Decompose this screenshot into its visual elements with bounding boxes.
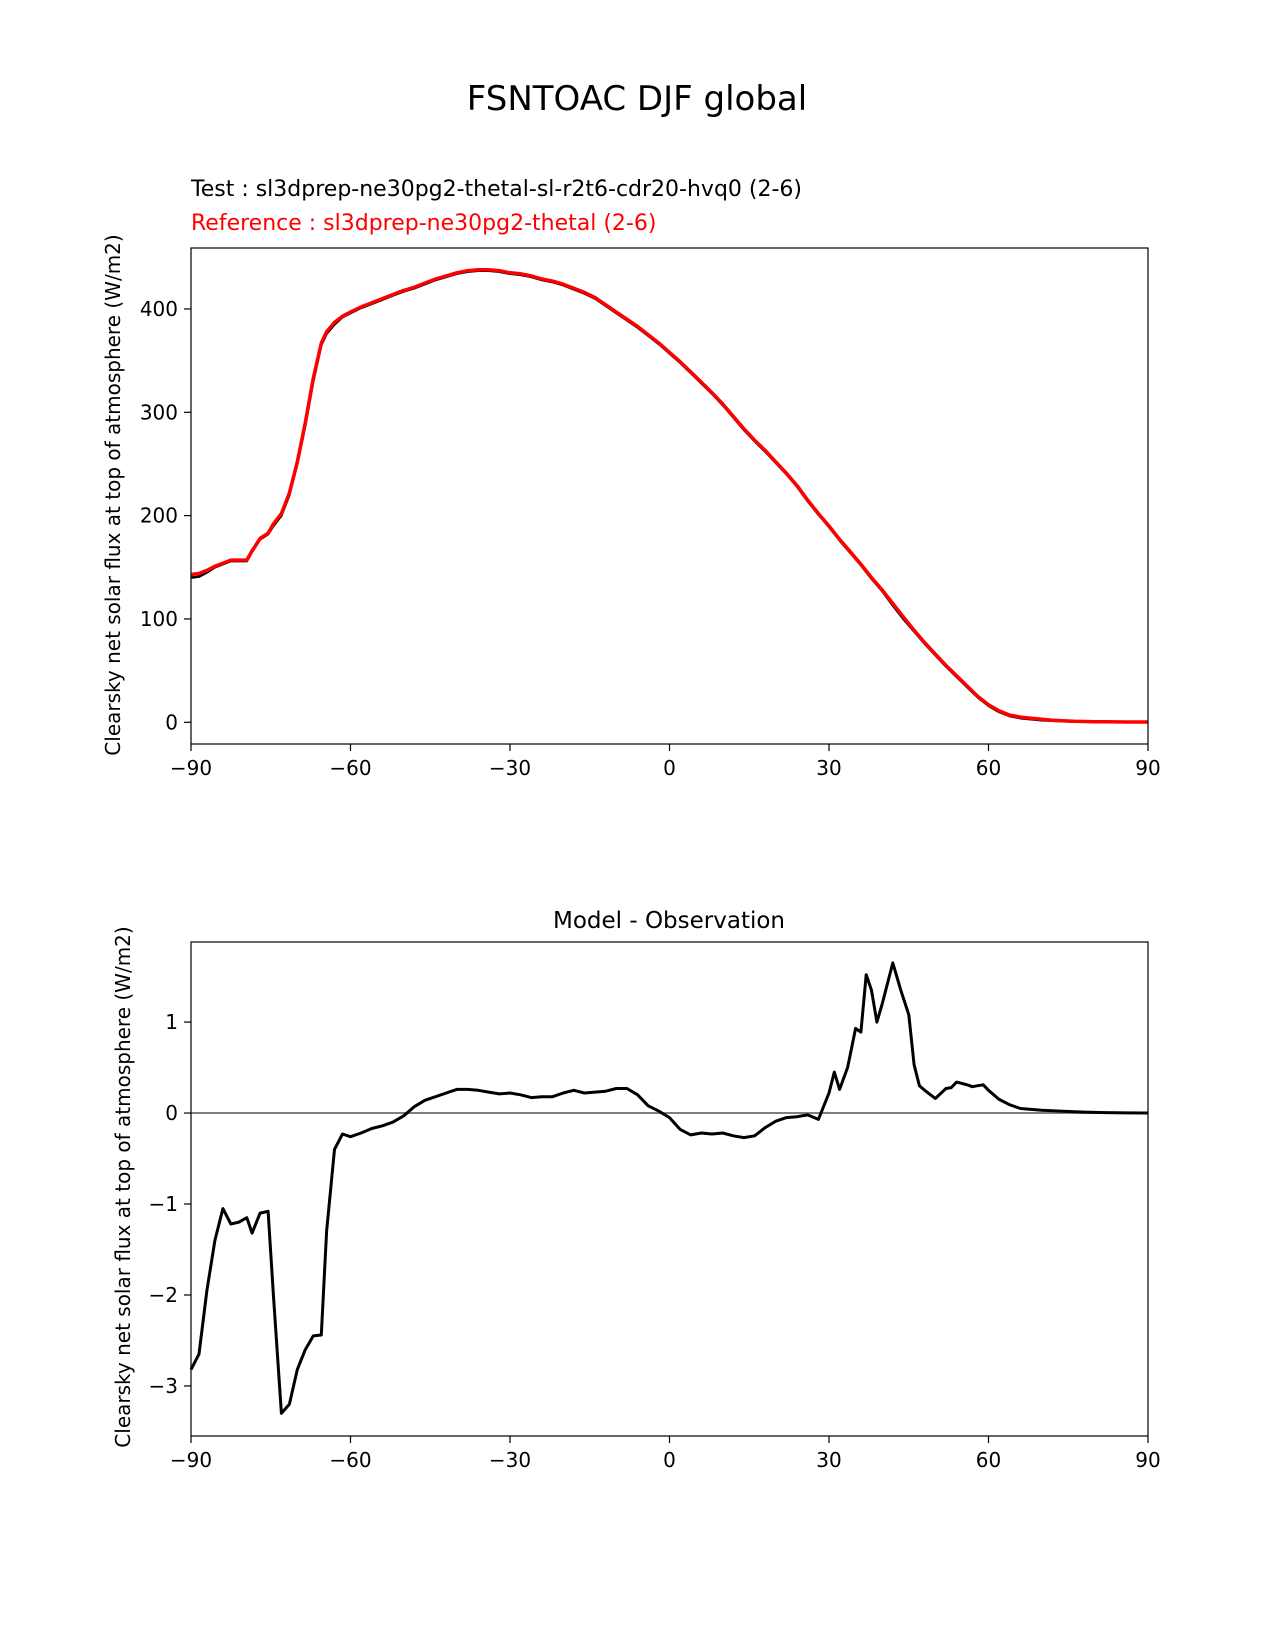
x-tick-label: 0 — [663, 1448, 676, 1472]
y-tick-label: 1 — [165, 1010, 178, 1034]
y-tick-label: 0 — [165, 710, 178, 734]
top-panel: Test : sl3dprep-ne30pg2-thetal-sl-r2t6-c… — [101, 177, 1161, 780]
x-tick-label: 30 — [816, 756, 841, 780]
y-tick-label: −2 — [149, 1283, 178, 1307]
series-line-reference — [190, 267, 1148, 724]
x-tick-label: −30 — [489, 756, 531, 780]
series-line-difference — [189, 961, 1149, 1415]
top-plot-frame — [190, 247, 1149, 745]
figure-title: FSNTOAC DJF global — [467, 79, 807, 119]
x-tick-label: −90 — [170, 1448, 212, 1472]
y-tick-label: 400 — [140, 297, 178, 321]
x-tick-label: −30 — [489, 1448, 531, 1472]
bottom-series — [189, 961, 1149, 1415]
x-tick-label: 0 — [663, 756, 676, 780]
bottom-panel: Model - Observation Clearsky net solar f… — [111, 908, 1161, 1472]
x-tick-label: −60 — [329, 1448, 371, 1472]
y-tick-label: 300 — [140, 400, 178, 424]
test-label: Test : sl3dprep-ne30pg2-thetal-sl-r2t6-c… — [190, 177, 802, 202]
x-tick-label: −60 — [329, 756, 371, 780]
x-tick-label: 90 — [1135, 1448, 1160, 1472]
x-tick-label: 60 — [976, 756, 1001, 780]
x-tick-label: −90 — [170, 756, 212, 780]
y-tick-label: 100 — [140, 607, 178, 631]
y-tick-label: 200 — [140, 504, 178, 528]
x-tick-label: 30 — [816, 1448, 841, 1472]
bottom-title: Model - Observation — [553, 908, 785, 934]
reference-label: Reference : sl3dprep-ne30pg2-thetal (2-6… — [191, 211, 656, 236]
bottom-plot-frame — [190, 941, 1149, 1437]
bottom-ylabel: Clearsky net solar flux at top of atmosp… — [111, 926, 135, 1447]
bottom-ticks: −90 −60 −30 0 30 60 90 −3 −2 −1 0 1 — [149, 1010, 1161, 1472]
top-ticks: −90 −60 −30 0 30 60 90 0 100 200 300 400 — [140, 297, 1161, 780]
top-series — [190, 267, 1148, 724]
x-tick-label: 90 — [1135, 756, 1160, 780]
y-tick-label: −3 — [149, 1374, 178, 1398]
x-tick-label: 60 — [976, 1448, 1001, 1472]
series-line-test — [190, 269, 1148, 724]
y-tick-label: −1 — [149, 1192, 178, 1216]
y-tick-label: 0 — [165, 1101, 178, 1125]
top-ylabel: Clearsky net solar flux at top of atmosp… — [101, 234, 125, 755]
